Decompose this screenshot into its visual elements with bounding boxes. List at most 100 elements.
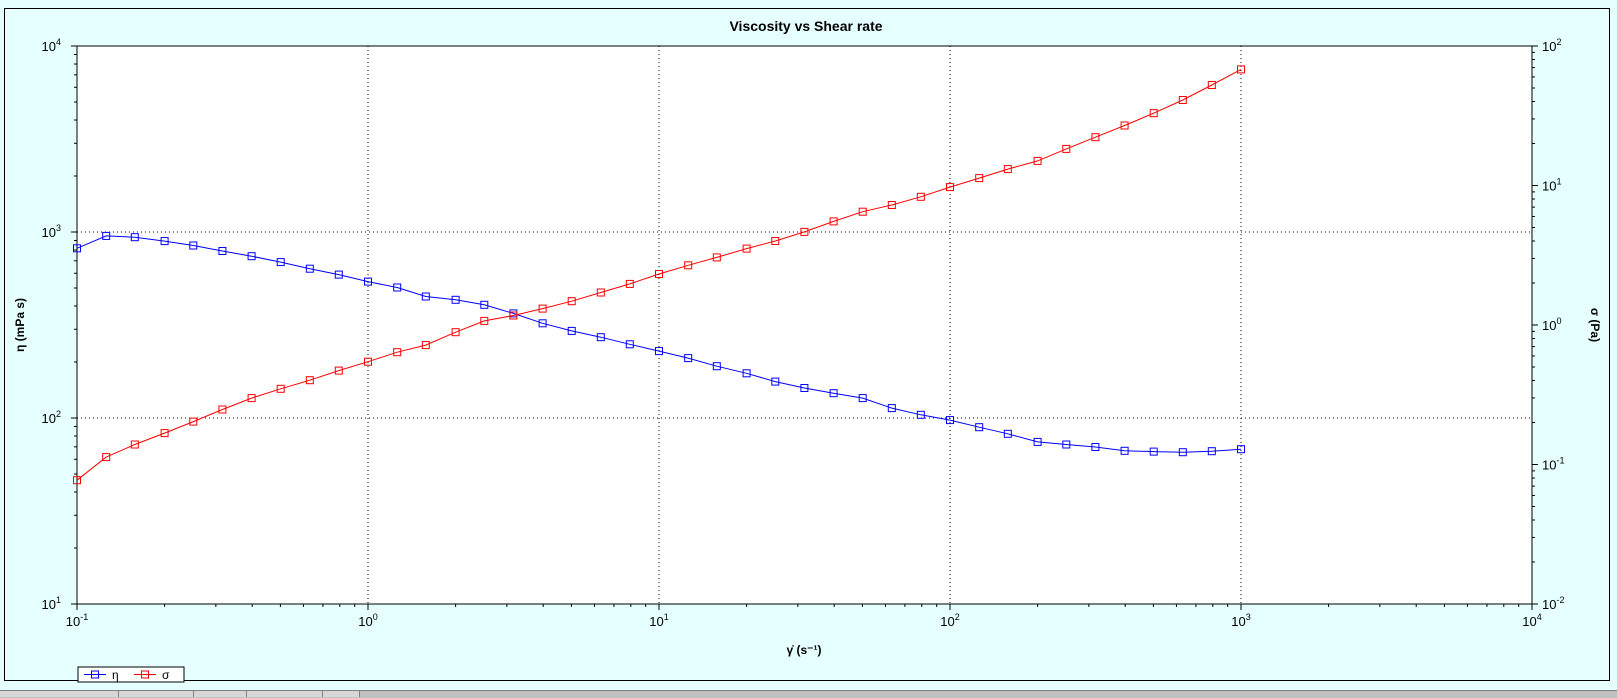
- plot-area: [76, 45, 1533, 605]
- data-point-sigma: [480, 316, 489, 325]
- data-point-sigma: [451, 328, 460, 337]
- data-point-sigma: [364, 357, 372, 366]
- legend-box: [77, 666, 185, 683]
- y-right-tick-label: 102: [1542, 37, 1561, 54]
- data-point-eta: [480, 300, 489, 309]
- tab-stub[interactable]: [323, 691, 360, 697]
- data-point-sigma: [247, 394, 256, 403]
- data-point-sigma: [130, 440, 139, 449]
- series-layer: [73, 65, 1245, 485]
- data-point-eta: [712, 362, 721, 371]
- data-point-sigma: [742, 244, 751, 253]
- data-point-sigma: [393, 348, 402, 357]
- data-point-eta: [1178, 448, 1187, 457]
- legend-marker-sigma: [141, 670, 149, 679]
- data-point-eta: [916, 410, 925, 419]
- data-point-sigma: [596, 288, 605, 297]
- data-point-eta: [1120, 446, 1129, 455]
- data-point-sigma: [73, 476, 81, 485]
- data-point-sigma: [305, 376, 314, 385]
- data-point-eta: [247, 252, 256, 261]
- data-point-sigma: [276, 384, 285, 393]
- outer-frame: [4, 8, 1610, 681]
- data-point-sigma: [625, 279, 634, 288]
- data-point-sigma: [1120, 121, 1129, 130]
- data-point-sigma: [189, 417, 198, 426]
- y-left-tick-label: 102: [42, 409, 61, 426]
- data-point-sigma: [421, 341, 430, 350]
- data-point-eta: [189, 241, 198, 250]
- data-point-sigma: [1033, 156, 1042, 165]
- data-point-eta: [655, 347, 663, 356]
- legend-label-eta: η: [112, 668, 119, 682]
- data-point-sigma: [975, 174, 984, 183]
- data-point-sigma: [829, 217, 838, 226]
- grid-lines: [77, 46, 1532, 604]
- data-point-sigma: [1003, 165, 1012, 174]
- x-tick-label: 103: [1231, 612, 1250, 629]
- data-point-eta: [102, 231, 111, 240]
- tab-stub[interactable]: [194, 691, 247, 697]
- data-point-eta: [276, 258, 285, 267]
- data-point-eta: [887, 404, 896, 413]
- tab-stub[interactable]: [119, 691, 194, 697]
- tab-stub[interactable]: [247, 691, 323, 697]
- x-tick-label: 102: [940, 612, 959, 629]
- series-line-sigma: [76, 68, 1242, 481]
- legend-marker-eta: [91, 670, 99, 679]
- data-point-eta: [1149, 447, 1158, 456]
- data-point-sigma: [858, 207, 867, 216]
- data-point-eta: [1091, 443, 1100, 451]
- data-point-eta: [946, 416, 954, 425]
- data-point-eta: [305, 264, 314, 273]
- data-point-eta: [742, 369, 751, 378]
- data-point-sigma: [538, 304, 547, 313]
- y-right-tick-label: 101: [1542, 177, 1561, 194]
- data-point-sigma: [567, 297, 576, 306]
- data-point-eta: [1237, 445, 1245, 454]
- y-right-tick-label: 10-1: [1542, 456, 1564, 473]
- tick-labels: 10-1 100 101 102 103 10410110210310410-210-11…: [42, 37, 1565, 629]
- data-point-eta: [567, 326, 576, 335]
- data-point-eta: [160, 237, 169, 246]
- chart-title: Viscosity vs Shear rate: [729, 18, 882, 34]
- y-left-tick-label: 101: [42, 595, 61, 612]
- data-point-sigma: [160, 429, 169, 438]
- data-point-eta: [625, 340, 634, 349]
- x-tick-label: 101: [649, 612, 668, 629]
- data-point-sigma: [1237, 65, 1245, 74]
- data-point-sigma: [800, 227, 809, 236]
- series-line-eta: [76, 235, 1242, 453]
- data-point-sigma: [916, 192, 925, 201]
- data-point-eta: [421, 292, 430, 301]
- tab-stub[interactable]: [0, 691, 119, 697]
- data-point-eta: [684, 354, 693, 363]
- x-tick-label: 104: [1522, 612, 1541, 629]
- y-axis-left-label: η (mPa s): [13, 298, 27, 352]
- data-point-sigma: [1207, 81, 1216, 89]
- y-right-tick-label: 100: [1542, 316, 1561, 333]
- data-point-sigma: [887, 201, 896, 209]
- data-point-sigma: [655, 270, 663, 278]
- data-point-sigma: [771, 237, 780, 245]
- data-point-eta: [596, 333, 605, 342]
- data-point-sigma: [1062, 144, 1071, 153]
- data-point-eta: [73, 244, 81, 253]
- data-point-eta: [1033, 437, 1042, 446]
- y-left-tick-label: 103: [42, 223, 61, 240]
- data-point-eta: [364, 277, 372, 286]
- y-axis-right-label: σ (Pa): [1588, 308, 1602, 342]
- data-point-eta: [1207, 447, 1216, 456]
- data-point-eta: [1003, 429, 1012, 438]
- data-point-eta: [829, 389, 838, 398]
- data-point-sigma: [218, 405, 227, 414]
- data-point-sigma: [102, 453, 111, 462]
- legend-label-sigma: σ: [162, 668, 170, 682]
- data-point-eta: [1062, 440, 1071, 449]
- data-point-eta: [334, 270, 343, 279]
- data-point-sigma: [1091, 133, 1100, 142]
- data-point-sigma: [1178, 96, 1187, 104]
- data-point-sigma: [946, 183, 954, 192]
